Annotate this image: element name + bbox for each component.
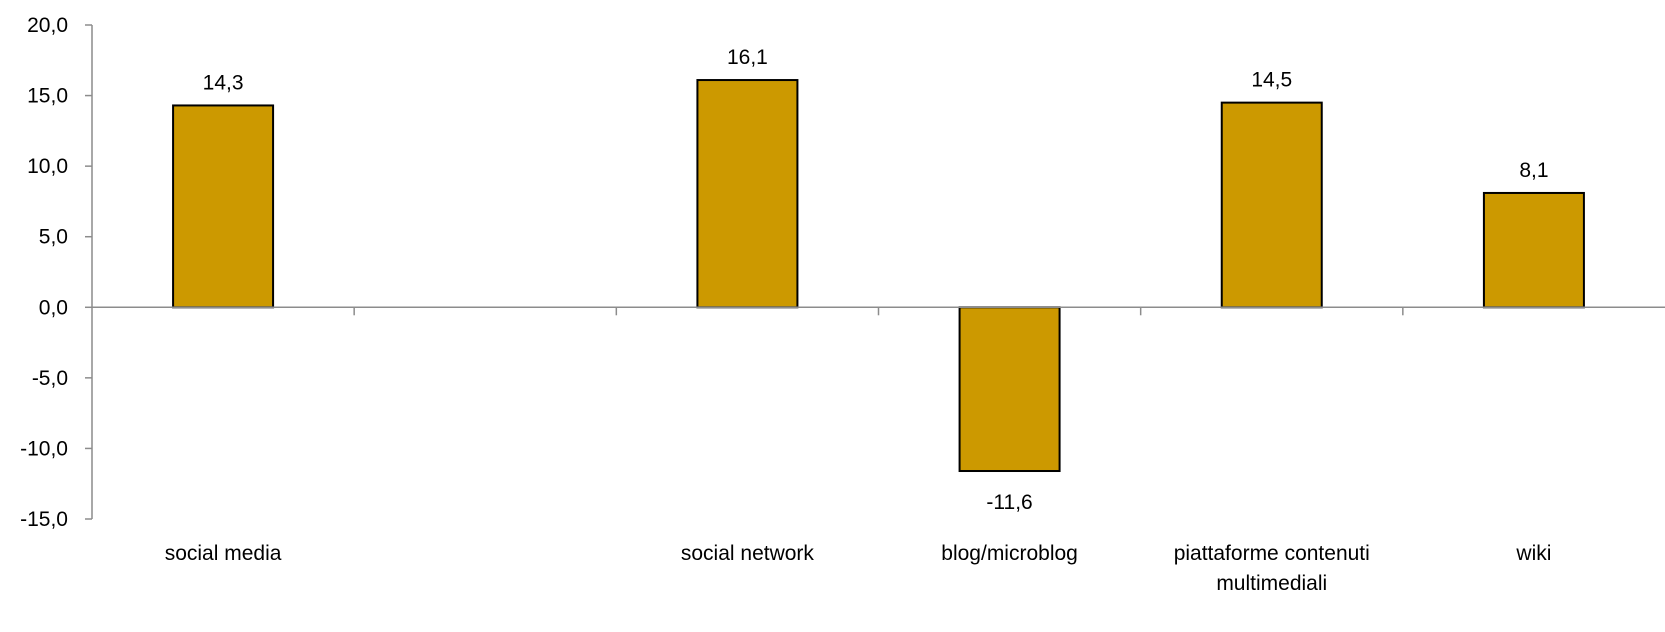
bar xyxy=(1482,191,1585,309)
y-tick-label: 5,0 xyxy=(39,226,68,249)
y-tick-label: -5,0 xyxy=(32,367,68,390)
category-label: blog/microblog xyxy=(941,542,1078,565)
y-tick-label: -15,0 xyxy=(20,508,68,531)
bar xyxy=(1220,101,1323,309)
y-tick-label: 10,0 xyxy=(27,155,68,178)
bar xyxy=(958,306,1061,473)
y-tick-label: 20,0 xyxy=(27,14,68,37)
data-label: 16,1 xyxy=(727,46,768,69)
data-labels: 14,3 16,1 -11,6 14,5 8,1 xyxy=(203,46,1549,514)
bar xyxy=(172,104,275,309)
y-tick-label: 15,0 xyxy=(27,85,68,108)
data-label: 14,5 xyxy=(1251,69,1292,92)
y-tick-label: -10,0 xyxy=(20,437,68,460)
category-label: social network xyxy=(681,542,815,565)
x-axis xyxy=(92,306,1665,316)
bars xyxy=(172,79,1585,473)
y-axis: 20,0 15,0 10,0 5,0 0,0 -5,0 -10,0 -15,0 xyxy=(20,14,93,531)
data-label: 8,1 xyxy=(1519,159,1548,182)
category-labels: social media social network blog/microblog… xyxy=(165,542,1552,595)
category-label: wiki xyxy=(1515,542,1551,565)
category-label: social media xyxy=(165,542,282,565)
data-label: -11,6 xyxy=(986,491,1032,514)
category-label: multimediali xyxy=(1216,572,1327,595)
data-label: 14,3 xyxy=(203,71,244,94)
bar xyxy=(696,79,799,309)
y-tick-label: 0,0 xyxy=(39,296,68,319)
category-label: piattaforme contenuti xyxy=(1174,542,1370,565)
